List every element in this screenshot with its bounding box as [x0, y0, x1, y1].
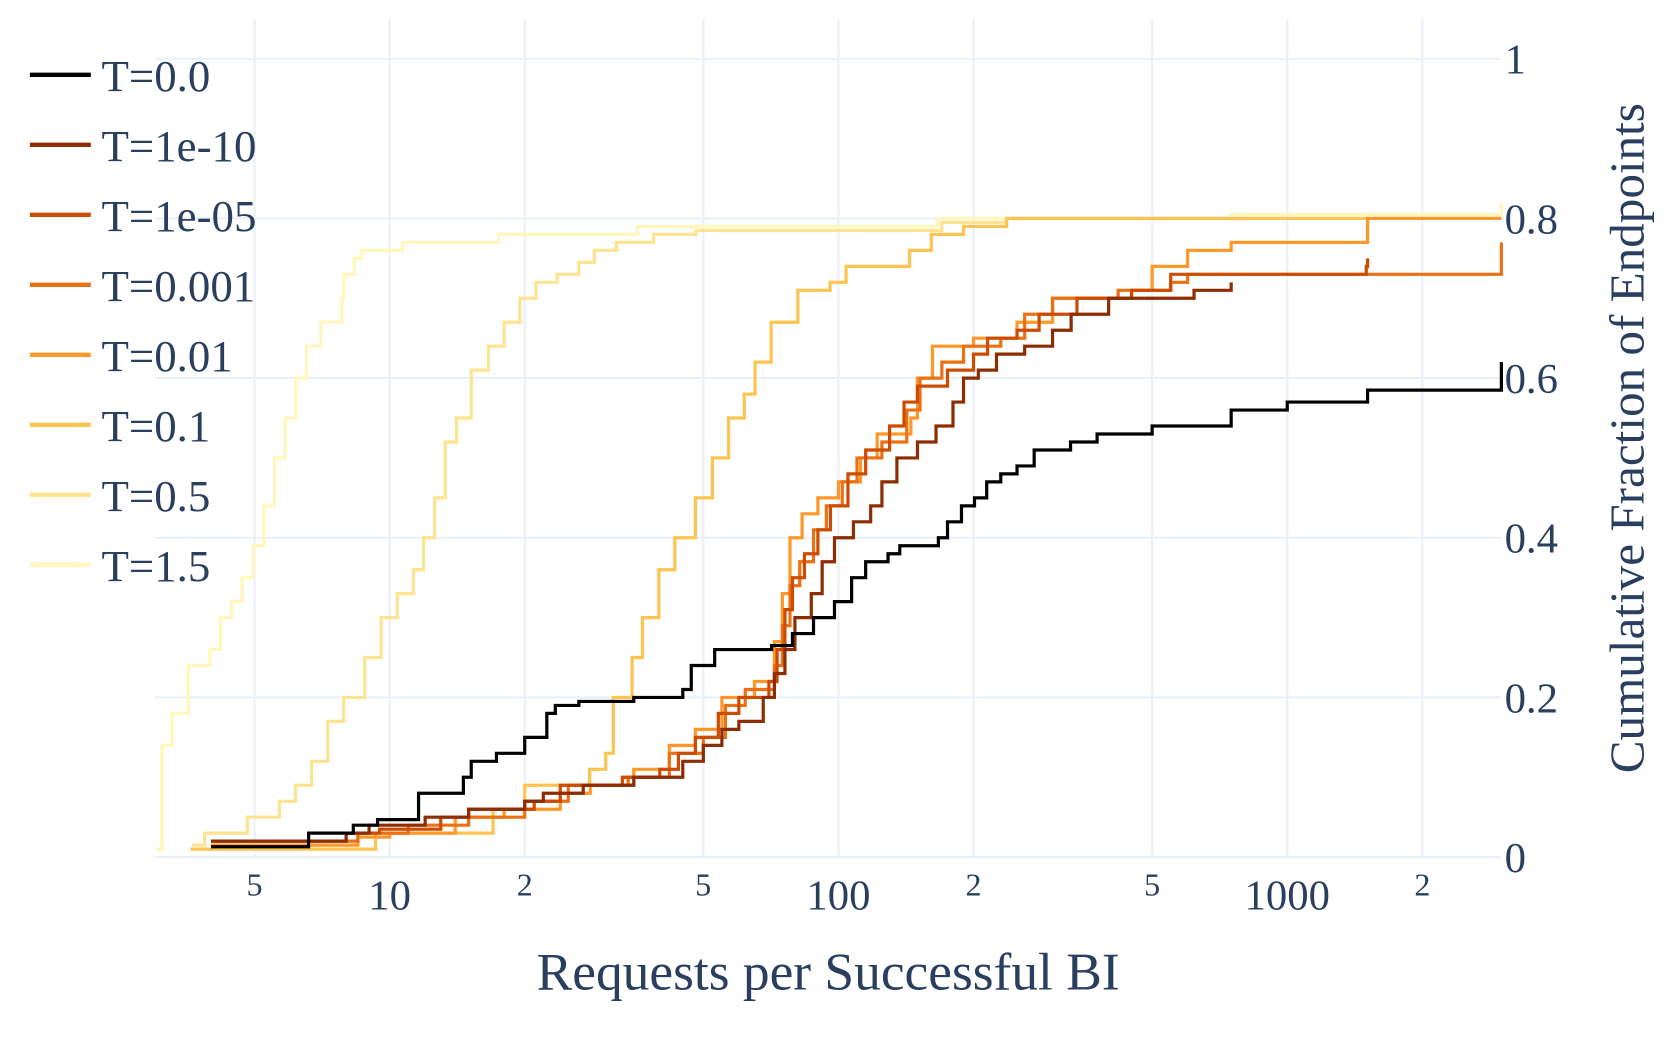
x-tick-label: 5	[246, 867, 262, 903]
y-tick-label: 1	[1505, 37, 1526, 84]
series-line-T=1e-10	[211, 282, 1233, 843]
legend-label: T=1.5	[102, 541, 211, 591]
x-axis-title: Requests per Successful BI	[537, 942, 1120, 1002]
y-tick-label: 0.2	[1505, 675, 1558, 722]
legend: T=0.0 T=1e-10 T=1e-05 T=0.001 T=0.01 T=0.1 T=0…	[29, 51, 257, 591]
series-line-T=0.5	[192, 216, 1502, 847]
y-tick-label: 0.8	[1505, 196, 1558, 243]
y-tick-labels: 0 0.2 0.4 0.6 0.8 1	[1505, 37, 1558, 882]
legend-label: T=0.01	[102, 331, 233, 381]
series-line-T=0.1	[190, 216, 1502, 851]
series-line-T=0.0	[211, 362, 1503, 849]
x-tick-label: 2	[517, 867, 533, 903]
x-tick-labels: 5 10 2 5 100 2 5 1000 2	[246, 867, 1430, 920]
y-tick-label: 0	[1505, 835, 1526, 882]
x-tick-label: 5	[695, 867, 711, 903]
x-tick-label: 2	[966, 867, 982, 903]
x-tick-label: 5	[1144, 867, 1160, 903]
series-lines	[156, 202, 1503, 851]
legend-label: T=0.1	[102, 401, 211, 451]
legend-label: T=1e-05	[102, 191, 257, 241]
legend-label: T=0.001	[102, 261, 256, 311]
y-tick-label: 0.4	[1505, 516, 1558, 563]
series-line-T=0.01	[211, 216, 1502, 847]
legend-label: T=0.0	[102, 51, 211, 101]
x-tick-label: 1000	[1245, 872, 1330, 919]
y-axis-title: Cumulative Fraction of Endpoints	[1599, 103, 1654, 773]
x-tick-label: 10	[368, 872, 411, 919]
x-tick-label: 2	[1414, 867, 1430, 903]
x-tick-label: 100	[806, 872, 870, 919]
series-line-T=0.001	[211, 242, 1503, 843]
y-tick-label: 0.6	[1505, 356, 1558, 403]
legend-label: T=1e-10	[102, 121, 257, 171]
gridlines	[154, 19, 1502, 859]
legend-label: T=0.5	[102, 471, 211, 521]
series-line-T=1e-05	[211, 258, 1370, 843]
series-line-T=1.5	[156, 202, 1503, 851]
